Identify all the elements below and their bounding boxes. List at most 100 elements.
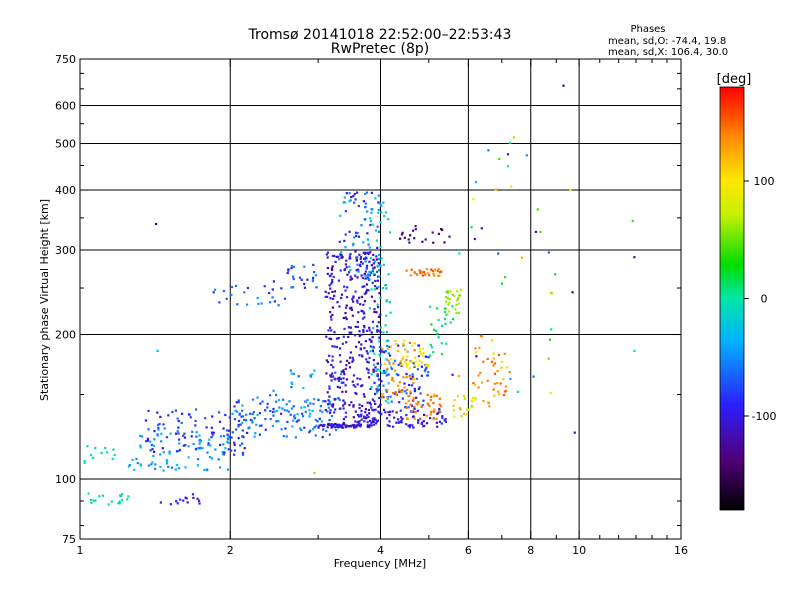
scatter-point: [363, 312, 366, 315]
scatter-point: [326, 251, 330, 254]
scatter-point: [176, 502, 179, 505]
scatter-point: [330, 337, 333, 341]
scatter-point: [358, 407, 361, 410]
scatter-point: [438, 274, 441, 277]
scatter-point: [177, 432, 180, 435]
scatter-point: [405, 392, 408, 395]
scatter-point: [194, 419, 197, 423]
scatter-point: [292, 419, 295, 422]
scatter-point: [182, 499, 185, 502]
scatter-point: [374, 392, 377, 396]
scatter-point: [349, 269, 352, 272]
scatter-point: [359, 303, 362, 306]
scatter-point: [424, 273, 427, 276]
scatter-point: [331, 313, 334, 317]
scatter-point: [268, 291, 271, 295]
scatter-point: [374, 285, 377, 288]
scatter-point: [381, 393, 384, 396]
scatter-point: [278, 406, 281, 409]
scatter-point: [174, 468, 177, 471]
scatter-point: [260, 302, 263, 305]
scatter-point: [369, 350, 372, 353]
scatter-point: [286, 420, 289, 423]
scatter-point: [331, 278, 334, 282]
scatter-point: [332, 375, 335, 378]
scatter-point: [480, 227, 483, 230]
scatter-point: [433, 408, 436, 411]
scatter-point: [287, 410, 290, 413]
scatter-point: [331, 359, 334, 362]
scatter-point: [380, 380, 383, 383]
scatter-point: [417, 344, 420, 347]
scatter-point: [397, 374, 400, 377]
scatter-point: [378, 253, 381, 257]
scatter-point: [413, 349, 416, 352]
scatter-point: [482, 400, 485, 403]
scatter-point: [496, 370, 499, 373]
scatter-point: [237, 419, 241, 423]
scatter-point: [336, 301, 339, 304]
y-tick-label: 400: [55, 184, 76, 197]
scatter-point: [117, 502, 120, 505]
scatter-point: [380, 350, 383, 353]
scatter-point: [338, 240, 341, 243]
scatter-point: [439, 405, 443, 408]
scatter-point: [373, 308, 376, 311]
scatter-point: [377, 329, 380, 332]
scatter-point: [378, 349, 382, 352]
scatter-point: [362, 241, 365, 244]
scatter-point: [369, 223, 372, 227]
scatter-point: [360, 409, 363, 413]
scatter-point: [416, 368, 419, 371]
scatter-point: [290, 286, 293, 289]
scatter-point: [384, 284, 387, 287]
scatter-point: [334, 408, 337, 411]
scatter-point: [421, 240, 424, 243]
scatter-point: [319, 409, 322, 412]
scatter-point: [456, 299, 459, 302]
scatter-point: [176, 464, 179, 467]
scatter-point: [420, 422, 423, 425]
scatter-point: [256, 396, 259, 399]
scatter-point: [329, 374, 332, 377]
scatter-point: [261, 400, 264, 403]
scatter-point: [377, 269, 380, 272]
scatter-point: [408, 341, 411, 344]
scatter-point: [418, 359, 421, 362]
scatter-point: [218, 411, 221, 414]
scatter-point: [409, 424, 412, 427]
scatter-point: [297, 375, 300, 378]
scatter-point: [421, 354, 424, 357]
scatter-point: [348, 271, 351, 274]
scatter-point: [371, 320, 374, 323]
scatter-point: [144, 419, 147, 422]
scatter-point: [370, 373, 373, 376]
scatter-point: [338, 407, 341, 410]
scatter-point: [411, 375, 414, 378]
scatter-point: [420, 374, 423, 377]
scatter-point: [369, 338, 372, 341]
scatter-point: [374, 279, 377, 283]
scatter-point: [377, 378, 380, 381]
scatter-point: [352, 416, 355, 419]
scatter-point: [372, 258, 375, 261]
scatter-point: [346, 359, 349, 362]
scatter-point: [374, 260, 377, 263]
scatter-point: [492, 388, 495, 391]
scatter-point: [343, 373, 346, 376]
scatter-point: [331, 254, 334, 257]
scatter-point: [379, 363, 382, 366]
scatter-point: [331, 290, 334, 293]
scatter-point: [330, 375, 333, 378]
scatter-point: [390, 378, 393, 381]
scatter-point: [375, 258, 378, 261]
scatter-point: [237, 425, 240, 428]
scatter-point: [321, 410, 324, 414]
scatter-point: [405, 363, 408, 366]
scatter-point: [282, 398, 285, 401]
scatter-point: [360, 418, 363, 421]
scatter-point: [231, 286, 234, 289]
scatter-point: [344, 401, 347, 404]
scatter-point: [354, 426, 357, 429]
scatter-point: [250, 419, 254, 422]
